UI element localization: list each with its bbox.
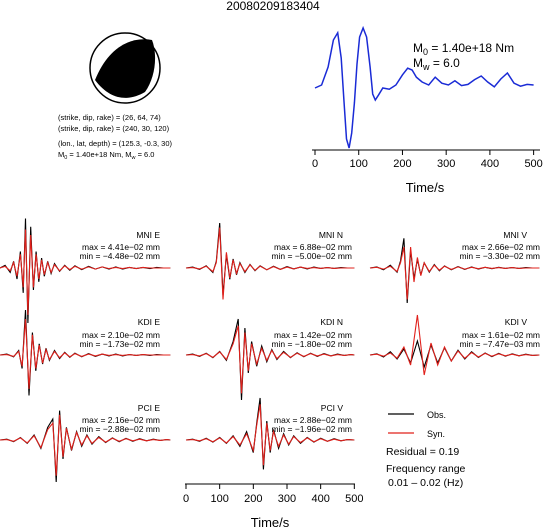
mni-n-station-label: MNI N [319,230,343,240]
kdi-n-min-label: min = −1.80e−02 mm [271,339,352,349]
stf-x-axis-label: Time/s [406,180,445,195]
kdi-e-station-label: KDI E [138,317,161,327]
stf-tick-label: 100 [350,158,368,170]
frequency-range-value: 0.01 – 0.02 (Hz) [388,477,463,489]
location-depth: (lon., lat, depth) = (125.3, -0.3, 30) [58,139,173,148]
mni-v-station-label: MNI V [503,230,527,240]
kdi-n-max-label: max = 1.42e−02 mm [274,330,352,340]
focal-parameters: (strike, dip, rake) = (26, 64, 74) (stri… [58,113,173,161]
legend: Obs. Syn. Residual = 0.19 Frequency rang… [386,410,466,489]
waveform-time-axis: 0 100 200 300 400 500 Time/s [183,483,363,530]
source-time-function-panel: 0 100 200 300 400 500 Time/s M0 = 1.40e+18 Nm… [312,25,543,195]
pci-v-max-label: max = 2.88e−02 mm [274,415,352,425]
waveform-tick-group: 0 100 200 300 400 500 [183,484,363,505]
waveform-tick-label: 0 [183,493,189,505]
beachball-compressional-quadrant [95,39,156,98]
mni-n-max-label: max = 6.88e−02 mm [274,242,352,252]
mni-v-synthetic-trace [369,246,540,300]
waveform-tick-label: 400 [311,493,329,505]
mni-v-min-label: min = −3.30e−02 mm [459,251,540,261]
pci-v-synthetic-trace [185,404,355,466]
nodal-plane-2: (strike, dip, rake) = (240, 30, 120) [58,124,170,133]
waveform-tick-label: 100 [210,493,228,505]
kdi-v-station-label: KDI V [505,317,528,327]
kdi-e-synthetic-trace [0,318,171,389]
stf-m0-label: M0 = 1.40e+18 Nm [413,41,514,57]
pci-e-min-label: min = −2.88e−02 mm [79,424,160,434]
kdi-e-min-label: min = −1.73e−02 mm [79,339,160,349]
stf-tick-label: 500 [524,158,542,170]
waveform-tick-label: 200 [244,493,262,505]
stf-tick-label: 300 [437,158,455,170]
event-id-title: 20080209183404 [226,0,320,13]
stf-tick-label: 400 [481,158,499,170]
stf-mw-label: Mw = 6.0 [413,56,460,72]
waveform-tick-label: 300 [278,493,296,505]
pci-e-station-label: PCI E [138,403,161,413]
focal-mechanism-beachball [89,32,161,104]
kdi-e-max-label: max = 2.10e−02 mm [82,330,160,340]
pci-e-max-label: max = 2.16e−02 mm [82,415,160,425]
nodal-plane-1: (strike, dip, rake) = (26, 64, 74) [58,113,161,122]
mni-n-synthetic-trace [185,227,355,300]
mni-v-max-label: max = 2.66e−02 mm [462,242,540,252]
legend-syn-label: Syn. [427,429,445,439]
pci-v-station-label: PCI V [321,403,344,413]
stf-tick-label: 200 [393,158,411,170]
pci-e-synthetic-trace [0,414,171,476]
stf-series-line [314,25,534,149]
stf-tick-label: 0 [312,158,318,170]
waveform-tick-label: 500 [345,493,363,505]
kdi-n-station-label: KDI N [320,317,343,327]
kdi-v-min-label: min = −7.47e−03 mm [459,339,540,349]
mni-e-min-label: min = −4.48e−02 mm [79,251,160,261]
beachball-compressional-tip [140,36,155,44]
moment-magnitude-line: M0 = 1.40e+18 Nm, Mw = 6.0 [58,150,154,161]
kdi-v-max-label: max = 1.61e−02 mm [462,330,540,340]
legend-obs-label: Obs. [427,410,446,420]
kdi-n-synthetic-trace [185,325,355,394]
mni-e-max-label: max = 4.41e−02 mm [82,242,160,252]
residual-text: Residual = 0.19 [386,446,459,458]
waveform-x-axis-label: Time/s [251,515,290,530]
kdi-v-synthetic-trace [369,314,540,376]
mni-e-synthetic-trace [0,229,171,315]
mni-n-min-label: min = −5.00e−02 mm [271,251,352,261]
stf-tick-group: 0 100 200 300 400 500 [312,150,543,170]
pci-v-min-label: min = −1.96e−02 mm [271,424,352,434]
frequency-range-title: Frequency range [386,463,466,475]
mni-e-station-label: MNI E [136,230,160,240]
